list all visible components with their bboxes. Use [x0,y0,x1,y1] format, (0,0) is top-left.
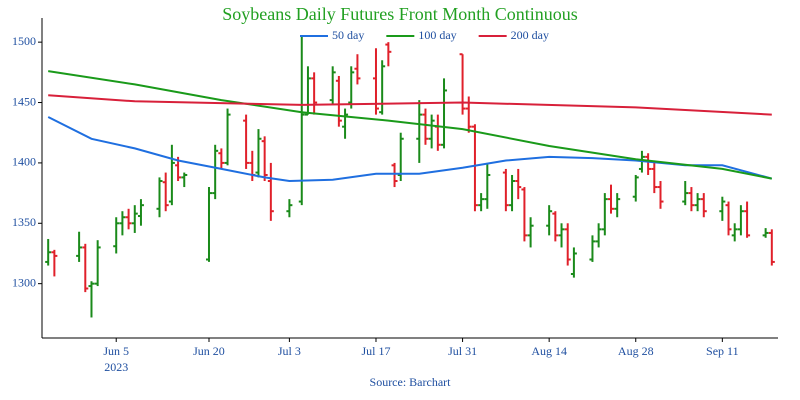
moving-average-line [48,94,772,116]
y-tick-label: 1450 [12,94,36,108]
x-year-label: 2023 [104,360,128,374]
legend-label: 200 day [511,28,549,42]
moving-average-line [48,70,772,180]
x-tick-label: Jun 5 [103,344,129,358]
x-tick-label: Jun 20 [193,344,225,358]
y-tick-label: 1350 [12,215,36,229]
y-tick-label: 1300 [12,275,36,289]
x-tick-label: Jul 17 [361,344,390,358]
legend-label: 100 day [418,28,456,42]
x-tick-label: Jul 31 [448,344,477,358]
x-tick-label: Aug 28 [618,344,654,358]
x-tick-label: Aug 14 [531,344,567,358]
x-tick-label: Jul 3 [278,344,301,358]
y-tick-label: 1400 [12,155,36,169]
moving-average-line [47,116,773,183]
legend-label: 50 day [332,28,364,42]
x-tick-label: Sep 11 [706,344,739,358]
chart-title: Soybeans Daily Futures Front Month Conti… [222,4,578,24]
y-tick-label: 1500 [12,34,36,48]
source-note: Source: Barchart [370,375,452,389]
